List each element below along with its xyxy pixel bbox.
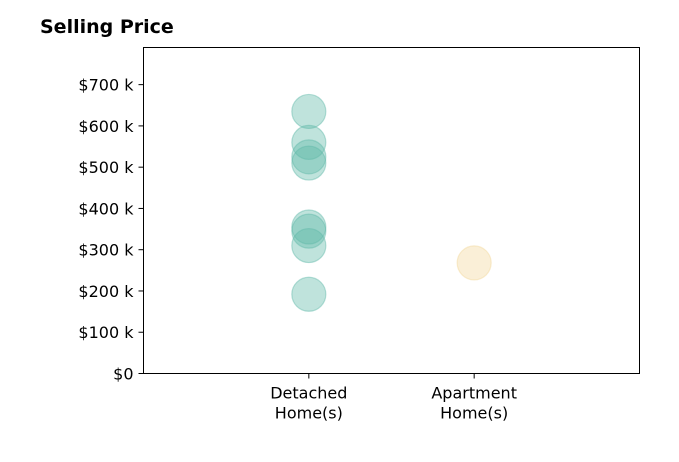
y-tick-label: $100 k [78, 323, 134, 342]
data-point [291, 276, 327, 312]
data-point [291, 209, 327, 245]
x-tick-label: Home(s) [275, 404, 343, 423]
data-point [456, 245, 492, 281]
chart-title: Selling Price [40, 16, 174, 38]
y-tick-label: $600 k [78, 117, 134, 136]
plot-frame [143, 47, 640, 374]
y-tick-label: $200 k [78, 282, 134, 301]
data-point [291, 227, 327, 264]
data-points [291, 93, 492, 312]
y-tick-label: $400 k [78, 199, 134, 218]
data-point [291, 213, 327, 249]
y-tick-label: $0 [113, 365, 133, 384]
data-point [291, 124, 327, 161]
y-axis: $0 $100 k $200 k $300 k $400 k $500 k $600 k $7… [78, 76, 144, 384]
y-tick-label: $300 k [78, 241, 134, 260]
data-point [291, 139, 327, 175]
y-tick-label: $700 k [78, 76, 134, 95]
data-point [291, 145, 327, 181]
y-tick-label: $500 k [78, 158, 134, 177]
x-tick-label: Apartment [431, 384, 517, 403]
x-tick-label: Home(s) [440, 404, 508, 423]
data-point [291, 93, 327, 130]
x-tick-label: Detached [270, 384, 347, 403]
